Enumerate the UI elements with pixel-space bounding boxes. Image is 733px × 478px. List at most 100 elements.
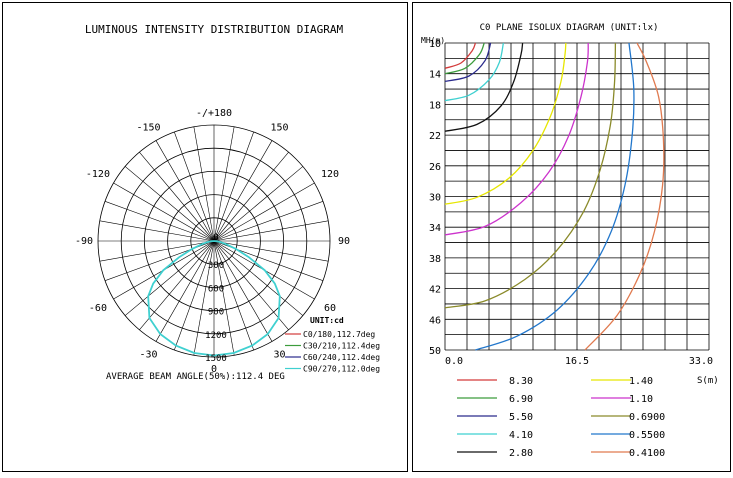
grid-spoke: [213, 240, 235, 356]
angle-label: -30: [139, 349, 157, 360]
radial-label: 300: [208, 261, 224, 271]
isolux-contour: [444, 42, 485, 75]
isolux-contour: [444, 42, 505, 102]
angle-label: 0: [211, 364, 217, 375]
grid-spoke: [104, 201, 215, 242]
angle-label: 30: [273, 349, 285, 360]
legend-entry: 0.6900: [629, 412, 665, 423]
y-tick-label: 26: [429, 162, 441, 173]
legend-entry: C30/210,112.4deg: [303, 342, 380, 351]
radial-label: 900: [208, 308, 224, 318]
legend-entry: 4.10: [509, 430, 533, 441]
isolux-panel: C0 PLANE ISOLUX DIAGRAM (UNIT:lx) MH(m) …: [412, 2, 731, 472]
legend-entry: C90/270,112.0deg: [303, 365, 380, 374]
radial-label: 0: [213, 233, 218, 243]
x-tick-label: 16.5: [565, 356, 589, 367]
y-tick-label: 38: [429, 254, 441, 265]
angle-label: -150: [136, 123, 160, 134]
average-beam-angle: AVERAGE BEAM ANGLE(50%):112.4 DEG: [106, 372, 285, 382]
isolux-contour: [444, 42, 567, 205]
legend: 8.30 6.90 5.50 4.10 2.80 1.40 1.10 0.6900 0.5500…: [457, 376, 665, 459]
isolux-chart: C0 PLANE ISOLUX DIAGRAM (UNIT:lx) MH(m) …: [421, 23, 719, 459]
angle-label: 60: [324, 303, 336, 314]
grid-spoke: [213, 140, 273, 242]
grid-spoke: [139, 151, 215, 242]
grid-spoke: [213, 166, 304, 242]
grid-spoke: [113, 182, 215, 242]
legend-entry: 5.50: [509, 412, 533, 423]
y-tick-label: 22: [429, 131, 441, 142]
isolux-contour: [444, 42, 589, 236]
polar-chart: LUMINOUS INTENSITY DISTRIBUTION DIAGRAM …: [75, 23, 380, 382]
grid-spoke: [193, 240, 215, 356]
chart-title: LUMINOUS INTENSITY DISTRIBUTION DIAGRAM: [85, 23, 344, 36]
isolux-contour: [444, 42, 617, 309]
legend: UNIT:cd C0/180,112.7deg C30/210,112.4deg C…: [285, 316, 380, 374]
y-tick-label: 50: [429, 346, 441, 357]
legend-entry: C0/180,112.7deg: [303, 330, 375, 339]
grid-spoke: [213, 240, 289, 331]
grid-spoke: [213, 240, 273, 342]
y-tick-label: 42: [429, 285, 441, 296]
grid-spoke: [213, 131, 254, 242]
angle-label: -60: [89, 303, 107, 314]
radial-label: 1200: [205, 331, 227, 341]
grid-spoke: [124, 240, 215, 316]
grid-spoke: [213, 201, 324, 242]
y-tick-label: 30: [429, 193, 441, 204]
intensity-panel: LUMINOUS INTENSITY DISTRIBUTION DIAGRAM …: [2, 2, 408, 472]
legend-entry: 2.80: [509, 448, 533, 459]
y-tick-label: 46: [429, 315, 441, 326]
isolux-contour: [475, 42, 635, 351]
y-tick-label: 18: [429, 100, 441, 111]
grid-spoke: [99, 220, 215, 242]
angle-label: -120: [86, 169, 110, 180]
angle-label: 120: [321, 169, 339, 180]
unit-label: UNIT:cd: [310, 316, 344, 325]
grid-spoke: [174, 131, 215, 242]
grid-spoke: [124, 166, 215, 242]
angle-labels: -/+180-150 150-120 120-90 90-60 60-30 300: [75, 108, 350, 375]
x-tick-label: 33.0: [689, 356, 713, 367]
grid-spoke: [213, 240, 329, 262]
legend-entry: 1.40: [629, 376, 653, 387]
y-tick-label: 10: [429, 39, 441, 50]
axis-ticks: 10 14 18 22 26 30 34 38 42 46 50 0.0 16.5 33.0: [429, 39, 713, 367]
isolux-contour: [584, 42, 665, 351]
intensity-curve: [147, 240, 281, 357]
grid-spoke: [213, 151, 289, 242]
legend-entry: 8.30: [509, 376, 533, 387]
x-axis-label: S(m): [697, 376, 719, 386]
grid-spoke: [213, 182, 315, 242]
angle-label: -90: [75, 236, 93, 247]
legend-entry: 6.90: [509, 394, 533, 405]
chart-title: C0 PLANE ISOLUX DIAGRAM (UNIT:lx): [480, 23, 659, 33]
isolux-contours: [444, 42, 665, 351]
intensity-curves: [147, 240, 281, 357]
angle-label: -/+180: [196, 108, 232, 119]
angle-label: 150: [270, 123, 288, 134]
y-tick-label: 14: [429, 70, 441, 81]
grid-spoke: [213, 240, 254, 351]
y-tick-label: 34: [429, 223, 441, 234]
grid-spoke: [155, 240, 215, 342]
grid-spoke: [155, 140, 215, 242]
grid-spoke: [213, 240, 304, 316]
radial-labels: 0 300 600 900 1200 1500: [205, 233, 227, 364]
x-tick-label: 0.0: [445, 356, 463, 367]
grid-spoke: [193, 126, 215, 242]
grid-spoke: [174, 240, 215, 351]
grid-spoke: [213, 220, 329, 242]
grid-spoke: [213, 126, 235, 242]
grid-spoke: [139, 240, 215, 331]
legend-entry: 0.5500: [629, 430, 665, 441]
angle-label: 90: [338, 236, 350, 247]
legend-entry: 1.10: [629, 394, 653, 405]
y-axis-label: MH(m): [421, 36, 445, 45]
isolux-contour: [444, 42, 492, 83]
legend-entry: C60/240,112.4deg: [303, 353, 380, 362]
isolux-contour: [444, 42, 477, 69]
radial-label: 1500: [205, 354, 227, 364]
legend-entry: 0.4100: [629, 448, 665, 459]
isolux-grid: [444, 42, 710, 351]
